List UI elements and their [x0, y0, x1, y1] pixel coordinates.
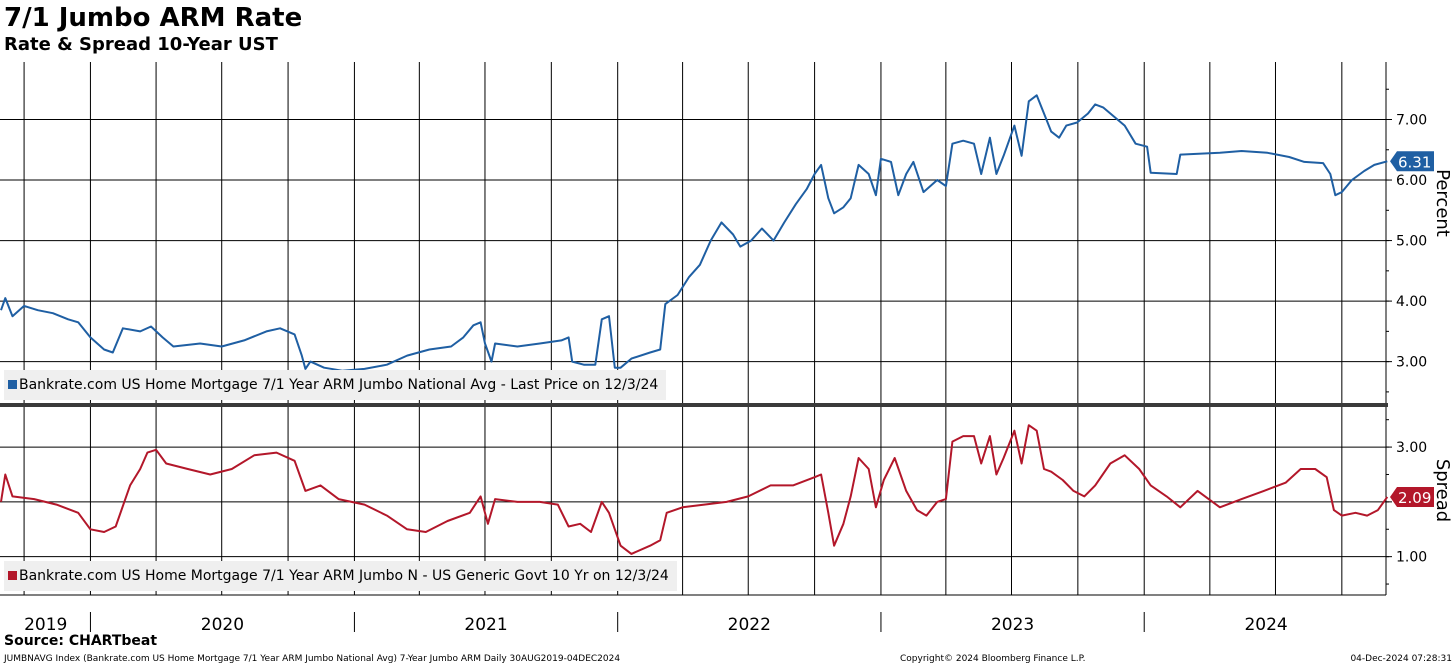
last-value-badge [1390, 486, 1434, 507]
y-tick-label: 7.00 [1396, 113, 1427, 129]
y-tick-label: 4.00 [1396, 294, 1427, 310]
x-tick-label: 2023 [991, 615, 1034, 635]
last-value-label: 6.31 [1398, 153, 1431, 171]
panel-separator [0, 403, 1388, 407]
y-tick-label: 6.00 [1396, 173, 1427, 189]
spread-series-line [0, 424, 1389, 555]
y-axis-title-spread: Spread [1432, 459, 1453, 522]
last-value-label: 2.09 [1398, 489, 1431, 507]
last-value-badge [1390, 151, 1434, 172]
x-tick-label: 2022 [728, 615, 771, 635]
timestamp: 04-Dec-2024 07:28:31 [1350, 654, 1452, 664]
legend-spread-label: Bankrate.com US Home Mortgage 7/1 Year A… [19, 568, 669, 584]
legend-rate-label: Bankrate.com US Home Mortgage 7/1 Year A… [19, 377, 659, 393]
index-description: JUMBNAVG Index (Bankrate.com US Home Mor… [4, 654, 621, 664]
x-tick-label: 2021 [464, 615, 507, 635]
legend-rate: Bankrate.com US Home Mortgage 7/1 Year A… [4, 370, 667, 400]
chart-title: 7/1 Jumbo ARM Rate [4, 3, 303, 33]
x-tick-label: 2020 [201, 615, 244, 635]
copyright-note: Copyright© 2024 Bloomberg Finance L.P. [900, 654, 1086, 664]
source-note: Source: CHARTbeat [4, 633, 158, 649]
y-tick-label: 3.00 [1396, 440, 1427, 456]
x-tick-label: 2019 [24, 615, 67, 635]
y-tick-label: 3.00 [1396, 355, 1427, 371]
chart-subtitle: Rate & Spread 10-Year UST [4, 34, 278, 55]
y-tick-label: 1.00 [1396, 550, 1427, 566]
x-tick-label: 2024 [1244, 615, 1287, 635]
y-axis-title-percent: Percent [1432, 169, 1453, 237]
legend-rate-swatch [8, 380, 17, 389]
legend-spread-swatch [8, 571, 17, 580]
y-tick-label: 5.00 [1396, 234, 1427, 250]
legend-spread: Bankrate.com US Home Mortgage 7/1 Year A… [4, 561, 677, 591]
rate-series-line [0, 94, 1388, 372]
